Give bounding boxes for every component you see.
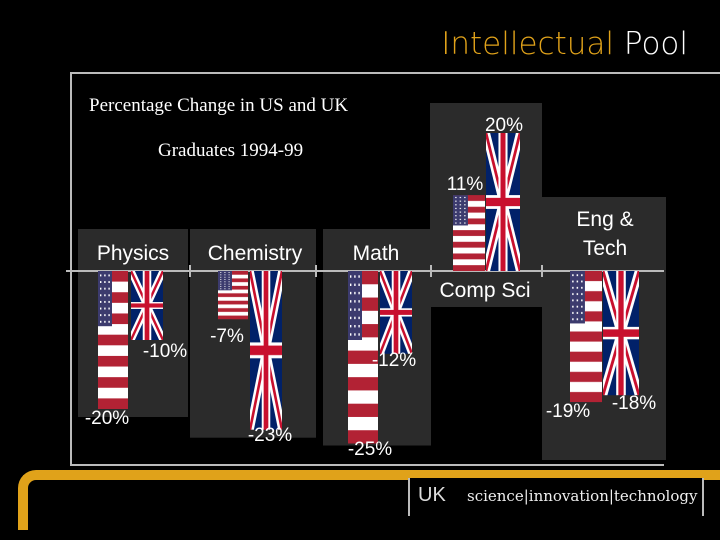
footer-uk-label: UK xyxy=(418,484,446,506)
data-label: -18% xyxy=(612,393,656,414)
data-label: -7% xyxy=(210,326,244,347)
chart-subtitle-line2: Graduates 1994-99 xyxy=(158,140,304,161)
footer-tagline: science|innovation|technology xyxy=(467,487,698,505)
category-label: Chemistry xyxy=(208,242,303,265)
us-bar-math xyxy=(348,271,378,444)
uk-bar-chemistry xyxy=(250,271,282,430)
slide-title: Intellectual Pool xyxy=(441,26,688,62)
us-bar-comp-sci xyxy=(453,195,485,271)
data-label: -25% xyxy=(348,439,392,460)
data-label: -20% xyxy=(85,408,129,429)
data-label: -10% xyxy=(143,341,187,362)
category-label: Comp Sci xyxy=(439,279,530,302)
category-label: Eng & xyxy=(576,208,633,231)
us-bar-eng-tech xyxy=(570,271,602,403)
category-label: Math xyxy=(353,242,400,265)
slide-title-part1: Intellectual xyxy=(441,26,614,62)
footer-brand-box xyxy=(408,478,704,516)
data-label: 20% xyxy=(485,115,523,136)
uk-bar-eng-tech xyxy=(603,271,639,396)
frame-left-line xyxy=(70,72,72,466)
chart-subtitle-line1: Percentage Change in US and UK xyxy=(89,95,349,116)
us-bar-physics xyxy=(98,271,128,409)
data-label: -19% xyxy=(546,401,590,422)
frame-bottom-line xyxy=(70,464,664,466)
data-label: 11% xyxy=(447,174,484,195)
category-label: Tech xyxy=(583,237,627,260)
slide-title-part2: Pool xyxy=(623,26,688,62)
category-label: Physics xyxy=(97,242,169,265)
us-bar-chemistry xyxy=(218,271,248,320)
uk-bar-comp-sci xyxy=(486,133,520,271)
data-label: -12% xyxy=(372,350,416,371)
footer-corner-bracket xyxy=(18,470,720,530)
uk-bar-physics xyxy=(131,271,163,340)
data-label: -23% xyxy=(248,425,292,446)
frame-top-line xyxy=(70,72,720,74)
uk-bar-math xyxy=(380,271,412,354)
